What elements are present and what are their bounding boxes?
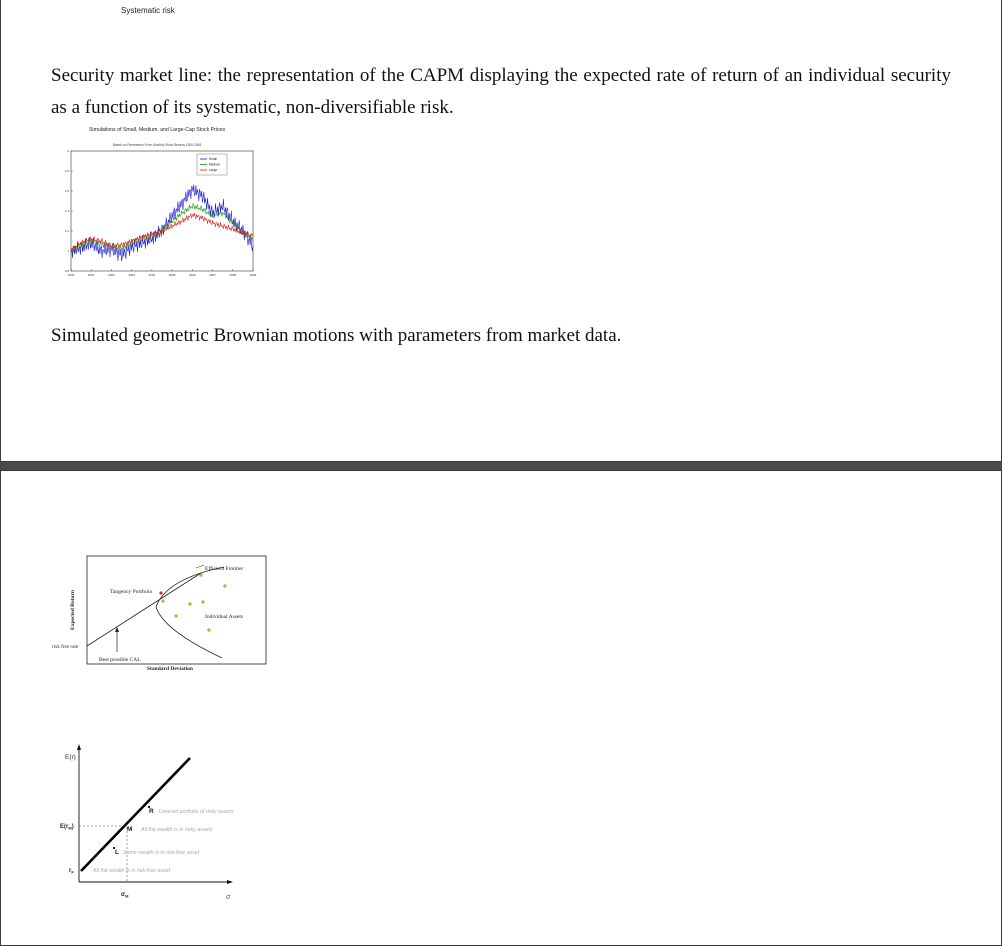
y-axis-title: Expected Return <box>70 590 76 630</box>
y-tick-label: 1.4 <box>65 209 70 213</box>
y-axis-arrow <box>77 744 81 750</box>
label-point-r: R <box>149 808 154 815</box>
asset-dot <box>223 584 227 588</box>
document-page-1: Systematic risk Security market line: th… <box>0 0 1002 462</box>
document-page-2: Efficient Frontier Tangency Portfolio In… <box>0 470 1002 946</box>
asset-dot <box>201 600 205 604</box>
legend-small: Small <box>209 157 217 161</box>
x-axis-title: Standard Deviation <box>147 666 193 672</box>
y-ticks: 0.8 1 1.2 1.4 1.6 1.8 2 <box>65 149 73 273</box>
point-l-marker <box>113 847 115 849</box>
x-tick-label: 2006 <box>189 273 196 277</box>
tangency-point <box>159 591 163 595</box>
sml-line <box>80 757 191 872</box>
label-efficient-frontier: Efficient Frontier <box>205 565 243 572</box>
label-risk-free: risk free rate <box>52 643 79 650</box>
y-tick-label: 1.8 <box>65 169 70 173</box>
x-tick-label: 2004 <box>149 273 156 277</box>
chart-title: Simulations of Small, Medium, and Large-… <box>89 127 225 133</box>
x-tick-label: 2000 <box>68 273 75 277</box>
label-individual-assets: Individual Assets <box>205 614 243 620</box>
series-line-medium <box>70 202 254 254</box>
label-rf: rF <box>69 868 74 875</box>
desc-rf: All the wealth is in risk-free asset <box>92 868 171 874</box>
frontier-leader <box>195 564 205 569</box>
x-tick-label: 2009 <box>250 273 257 277</box>
page-separator <box>0 462 1002 470</box>
x-axis-arrow <box>227 880 233 884</box>
y-tick-label: 2 <box>67 149 69 153</box>
x-tick-label: 2005 <box>169 273 176 277</box>
label-sigma-m: σM <box>121 892 129 899</box>
caption-brownian: Simulated geometric Brownian motions wit… <box>51 325 622 346</box>
x-tick-label: 2001 <box>88 273 95 277</box>
y-tick-label: 1.2 <box>65 229 70 233</box>
asset-dot <box>199 573 203 577</box>
label-point-m: M <box>127 826 132 833</box>
label-e-r: E(r) <box>65 754 76 761</box>
x-tick-label: 2003 <box>128 273 135 277</box>
asset-dot <box>188 602 192 606</box>
best-cal-line <box>86 572 202 647</box>
chart-legend: Small Medium Large <box>196 153 228 176</box>
legend-large: Large <box>209 168 217 172</box>
legend-medium: Medium <box>209 163 221 167</box>
x-tick-label: 2007 <box>209 273 216 277</box>
desc-r: Levered portfolio of risky assets <box>159 809 234 815</box>
series-line-large <box>70 213 254 253</box>
desc-m: All the wealth is in risky assets <box>140 827 213 833</box>
desc-l: Some wealth is in risk-free asset <box>123 850 200 856</box>
label-point-l: L <box>115 849 119 856</box>
point-r-marker <box>148 806 150 808</box>
frontier-curve <box>155 566 225 659</box>
y-tick-label: 1.6 <box>65 189 70 193</box>
label-best-cal: Best possible CAL <box>99 657 141 663</box>
brownian-chart: Simulations of Small, Medium, and Large-… <box>65 127 257 277</box>
series-line-small <box>70 184 254 262</box>
asset-dot <box>161 599 165 603</box>
sml-diagram: E(r) σ E(rM) rF σM R Levered portfolio o… <box>60 744 234 901</box>
x-tick-label: 2002 <box>108 273 115 277</box>
series-lines <box>70 184 254 262</box>
x-tick-label: 2008 <box>229 273 236 277</box>
asset-dot <box>207 628 211 632</box>
top-label: Systematic risk <box>121 6 175 15</box>
y-tick-label: 1 <box>67 249 69 253</box>
label-tangency-portfolio: Tangency Portfolio <box>110 588 152 595</box>
chart-subtitle: Based on Parameters From Monthly Stock R… <box>113 143 201 147</box>
x-ticks: 2000 2001 2002 2003 2004 2005 2006 2007 2008 2009 <box>68 269 257 277</box>
label-erm: E(rM) <box>60 824 74 831</box>
y-tick-label: 0.8 <box>65 269 70 273</box>
asset-dot <box>174 614 178 618</box>
frontier-box <box>86 555 267 665</box>
paragraph-sml: Security market line: the representation… <box>51 65 951 118</box>
label-sigma: σ <box>226 894 231 901</box>
efficient-frontier-diagram: Efficient Frontier Tangency Portfolio In… <box>52 555 267 672</box>
cal-arrowhead <box>115 627 119 632</box>
